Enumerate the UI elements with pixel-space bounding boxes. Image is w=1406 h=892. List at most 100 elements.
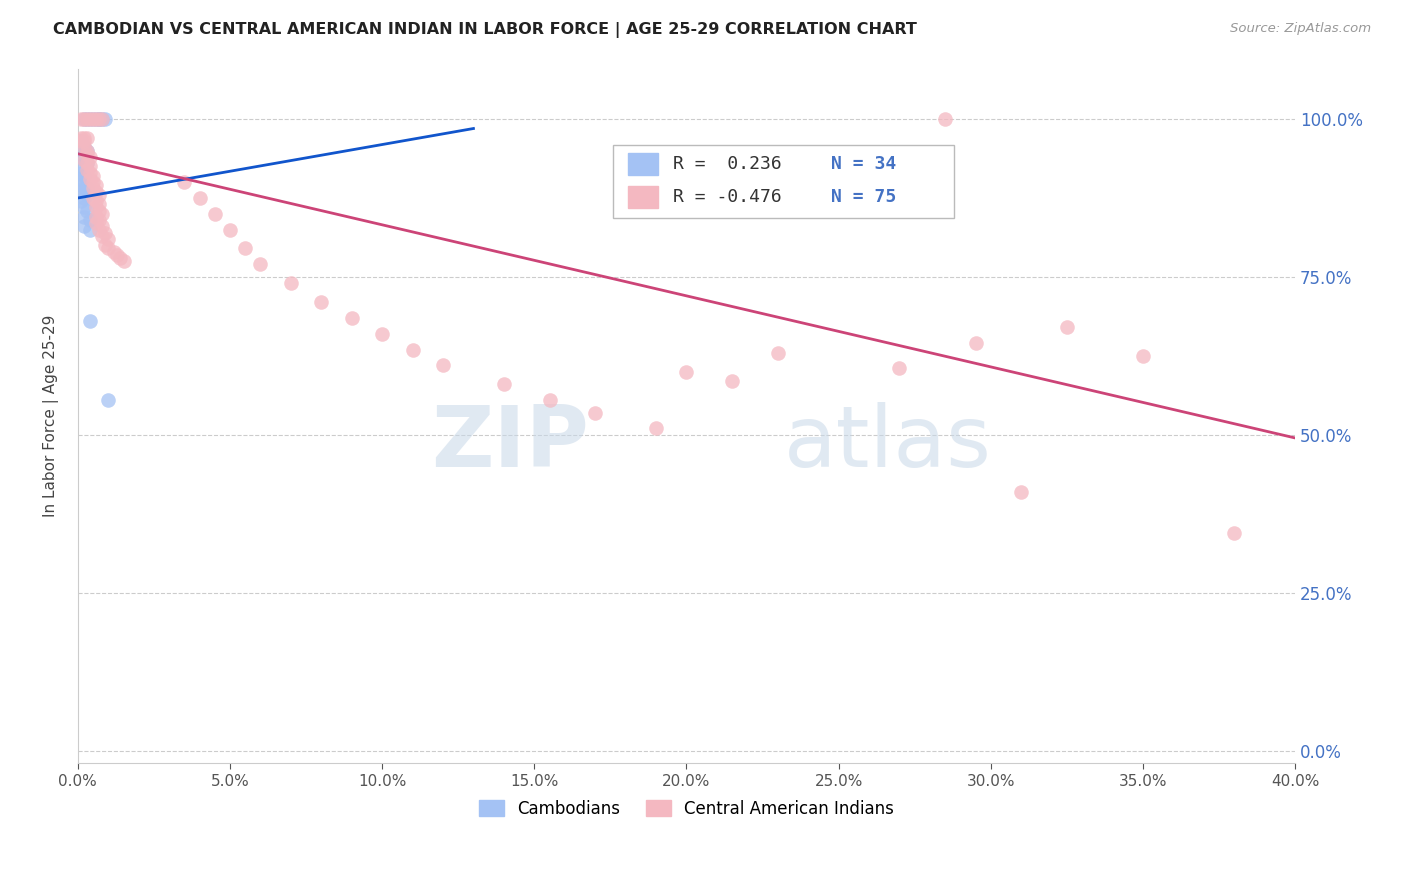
Point [73, 140, 96, 154]
Point [76, 144, 98, 158]
Point [89, 112, 111, 126]
Point [538, 392, 561, 407]
Point [79, 166, 101, 180]
Point [89, 222, 111, 236]
Point [84, 210, 107, 224]
Point [89, 112, 111, 126]
Point [70, 185, 93, 199]
Point [84, 112, 107, 126]
Point [721, 374, 744, 388]
Point [84, 112, 107, 126]
Point [70, 194, 93, 208]
Point [79, 112, 101, 126]
Point [766, 345, 789, 359]
Point [94, 226, 117, 240]
Point [70, 172, 93, 186]
Point [70, 146, 93, 161]
Point [73, 131, 96, 145]
Point [73, 201, 96, 215]
Point [89, 213, 111, 227]
Text: R = -0.476: R = -0.476 [673, 188, 782, 206]
Text: atlas: atlas [783, 402, 991, 485]
Point [89, 203, 111, 218]
Point [340, 310, 363, 325]
Point [70, 166, 93, 180]
Bar [628, 186, 658, 208]
Point [76, 156, 98, 170]
Text: ZIP: ZIP [432, 402, 589, 485]
Point [73, 181, 96, 195]
Point [70, 112, 93, 126]
Point [188, 191, 211, 205]
Point [492, 377, 515, 392]
Point [219, 222, 242, 236]
Point [311, 295, 333, 310]
Text: Source: ZipAtlas.com: Source: ZipAtlas.com [1230, 22, 1371, 36]
Point [79, 160, 101, 174]
Point [79, 112, 101, 126]
Point [73, 191, 96, 205]
Point [84, 185, 107, 199]
Point [82, 169, 104, 183]
Point [84, 201, 107, 215]
Y-axis label: In Labor Force | Age 25-29: In Labor Force | Age 25-29 [44, 315, 59, 517]
Point [965, 336, 987, 351]
Point [89, 112, 111, 126]
Point [432, 359, 454, 373]
Point [84, 216, 107, 230]
Point [79, 172, 101, 186]
Point [76, 112, 98, 126]
Point [73, 112, 96, 126]
Point [91, 219, 114, 234]
Point [73, 219, 96, 234]
Point [173, 175, 195, 189]
Bar [628, 153, 658, 176]
Point [73, 210, 96, 224]
Point [70, 134, 93, 148]
Point [76, 146, 98, 161]
Point [73, 153, 96, 167]
Point [76, 156, 98, 170]
Point [79, 150, 101, 164]
Text: CAMBODIAN VS CENTRAL AMERICAN INDIAN IN LABOR FORCE | AGE 25-29 CORRELATION CHAR: CAMBODIAN VS CENTRAL AMERICAN INDIAN IN … [53, 22, 917, 38]
Point [889, 361, 911, 376]
Point [89, 187, 111, 202]
Point [76, 131, 98, 145]
Point [91, 228, 114, 243]
Text: R =  0.236: R = 0.236 [673, 155, 782, 173]
Point [76, 187, 98, 202]
Point [73, 140, 96, 154]
Point [70, 160, 93, 174]
Point [76, 162, 98, 177]
Point [73, 153, 96, 167]
Point [249, 257, 271, 271]
Point [94, 112, 117, 126]
Point [76, 181, 98, 195]
Point [94, 238, 117, 252]
Point [82, 175, 104, 189]
Point [934, 112, 956, 126]
Point [107, 248, 129, 262]
Point [1056, 320, 1078, 334]
Point [76, 144, 98, 158]
Point [1132, 349, 1154, 363]
Point [82, 191, 104, 205]
Point [82, 181, 104, 195]
Point [675, 365, 697, 379]
Point [371, 326, 394, 341]
Legend: Cambodians, Central American Indians: Cambodians, Central American Indians [472, 793, 900, 824]
Point [84, 178, 107, 193]
Point [89, 197, 111, 211]
Point [97, 392, 120, 407]
Point [91, 112, 114, 126]
Point [70, 131, 93, 145]
Point [280, 277, 302, 291]
Point [645, 421, 668, 435]
Point [112, 254, 135, 268]
Point [70, 134, 93, 148]
Point [73, 134, 96, 148]
Point [91, 112, 114, 126]
Point [73, 169, 96, 183]
Text: N = 34: N = 34 [831, 155, 897, 173]
Point [79, 222, 101, 236]
